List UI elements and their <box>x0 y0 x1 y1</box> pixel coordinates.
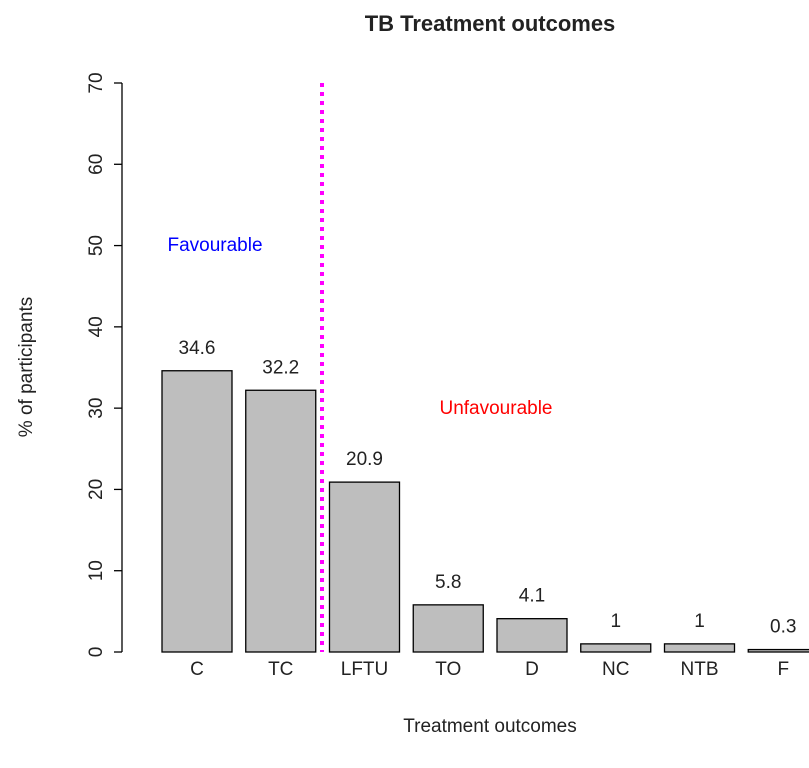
y-axis-label: % of participants <box>16 297 37 437</box>
value-label: 1 <box>694 611 705 632</box>
x-tick-label: TO <box>435 659 461 680</box>
x-tick-label: C <box>190 659 204 680</box>
x-tick-label: D <box>525 659 539 680</box>
bar <box>245 389 317 653</box>
bar <box>328 481 401 653</box>
y-tick-label: 70 <box>86 72 107 93</box>
x-tick-label: F <box>777 659 789 680</box>
y-tick-label: 10 <box>86 560 107 581</box>
y-tick-label: 30 <box>86 398 107 419</box>
x-tick-label: NTB <box>681 659 719 680</box>
y-tick-label: 50 <box>86 235 107 256</box>
bar <box>663 643 736 653</box>
value-label: 1 <box>610 611 621 632</box>
value-label: 0.3 <box>770 617 796 638</box>
bar <box>580 643 652 653</box>
bar <box>412 604 484 653</box>
y-tick-label: 0 <box>86 647 107 658</box>
bar <box>496 618 568 653</box>
value-label: 4.1 <box>519 586 545 607</box>
bar <box>161 370 233 653</box>
x-tick-label: NC <box>602 659 629 680</box>
value-label: 20.9 <box>346 449 383 470</box>
annotation: Unfavourable <box>439 398 552 419</box>
y-tick-label: 20 <box>86 479 107 500</box>
x-axis-label: Treatment outcomes <box>403 716 577 737</box>
chart-title: TB Treatment outcomes <box>365 11 616 36</box>
y-tick-label: 60 <box>86 154 107 175</box>
value-label: 34.6 <box>179 338 216 359</box>
bar <box>747 648 809 653</box>
value-label: 5.8 <box>435 572 461 593</box>
x-tick-label: TC <box>268 659 293 680</box>
y-tick-label: 40 <box>86 316 107 337</box>
value-label: 32.2 <box>262 357 299 378</box>
annotation: Favourable <box>167 235 262 256</box>
x-tick-label: LFTU <box>341 659 389 680</box>
